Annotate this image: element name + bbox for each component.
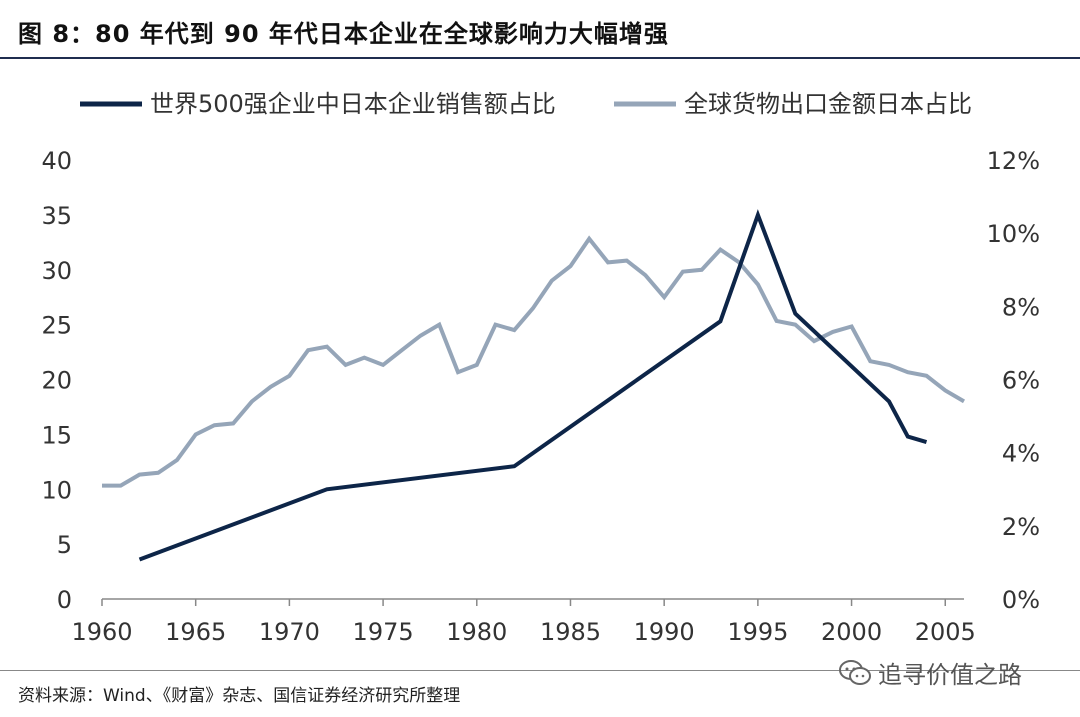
- y-left-tick-label: 20: [41, 367, 72, 395]
- y-right-tick-label: 12%: [987, 147, 1040, 175]
- x-tick-label: 1960: [71, 618, 132, 646]
- figure-title: 图 8：80 年代到 90 年代日本企业在全球影响力大幅增强: [18, 20, 669, 48]
- y-left-tick-label: 35: [41, 202, 72, 230]
- y-right-tick-label: 6%: [1002, 367, 1040, 395]
- y-left-tick-label: 5: [57, 531, 72, 559]
- series-line-2: [102, 235, 966, 488]
- x-tick-label: 2005: [915, 618, 976, 646]
- x-tick-label: 1965: [165, 618, 226, 646]
- y-axis-right-ticks: 0% 2% 4% 6% 8% 10% 12%: [987, 147, 1040, 614]
- source-note: 资料来源：Wind、《财富》杂志、国信证券经济研究所整理: [18, 686, 461, 706]
- y-right-tick-label: 10%: [987, 220, 1040, 248]
- title-rule: [0, 57, 1080, 59]
- wechat-icon: [839, 659, 871, 685]
- y-left-tick-label: 0: [57, 586, 72, 614]
- x-tick-label: 1995: [727, 618, 788, 646]
- x-tick-label: 1980: [446, 618, 507, 646]
- x-tick-label: 1970: [259, 618, 320, 646]
- y-right-tick-label: 2%: [1002, 513, 1040, 541]
- x-axis-ticks: 1960 1965 1970 1975 1980 1985 1990 1995 2000 2005: [71, 599, 976, 646]
- y-right-tick-label: 0%: [1002, 586, 1040, 614]
- x-tick-label: 1990: [634, 618, 695, 646]
- legend-label-series-1: 世界500强企业中日本企业销售额占比: [150, 90, 556, 118]
- y-left-tick-label: 40: [41, 147, 72, 175]
- chart-legend: 世界500强企业中日本企业销售额占比 全球货物出口金额日本占比: [80, 90, 972, 118]
- y-left-tick-label: 15: [41, 421, 72, 449]
- y-left-tick-label: 10: [41, 476, 72, 504]
- y-left-tick-label: 25: [41, 312, 72, 340]
- series-line-1: [138, 209, 928, 562]
- y-left-tick-label: 30: [41, 257, 72, 285]
- watermark-text: 追寻价值之路: [878, 661, 1022, 689]
- y-right-tick-label: 8%: [1002, 293, 1040, 321]
- x-tick-label: 2000: [821, 618, 882, 646]
- y-axis-left-ticks: 0 5 10 15 20 25 30 35 40: [41, 147, 72, 614]
- series-lines: [102, 209, 966, 562]
- x-tick-label: 1985: [540, 618, 601, 646]
- y-right-tick-label: 4%: [1002, 440, 1040, 468]
- watermark: 追寻价值之路: [838, 655, 1022, 690]
- footer-rule: [0, 670, 1080, 671]
- line-chart: 世界500强企业中日本企业销售额占比 全球货物出口金额日本占比 1960 1965…: [41, 90, 1040, 646]
- x-tick-label: 1975: [353, 618, 414, 646]
- legend-label-series-2: 全球货物出口金额日本占比: [684, 90, 972, 118]
